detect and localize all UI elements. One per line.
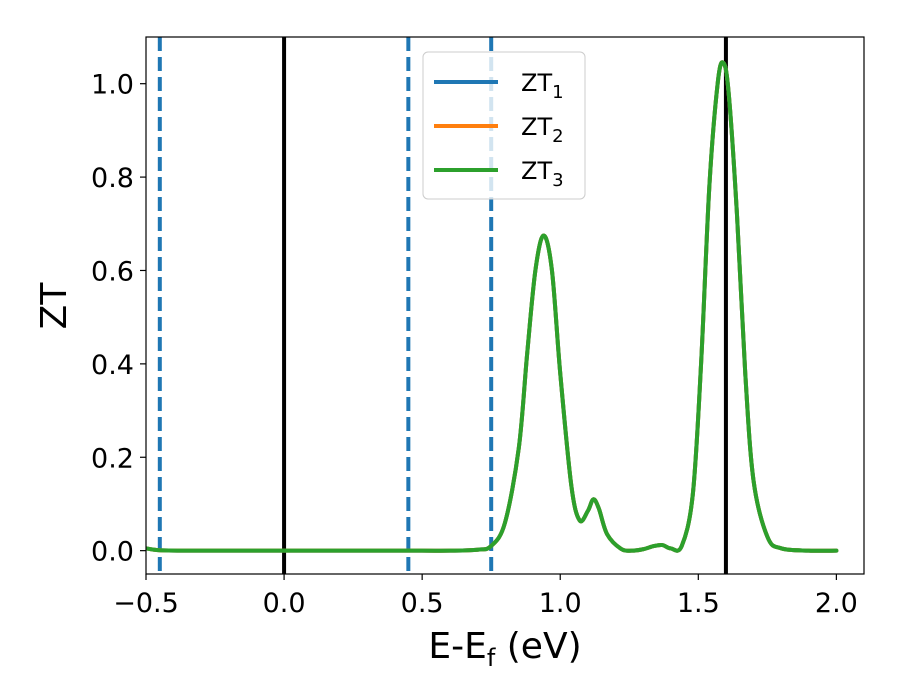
x-tick-label-4: 1.5 — [677, 588, 720, 619]
series-line-3 — [146, 60, 839, 553]
x-tick-label-0: −0.5 — [113, 588, 179, 619]
x-tick-label-1: 0.0 — [263, 588, 306, 619]
x-tick-label-2: 0.5 — [401, 588, 444, 619]
y-tick-label-2: 0.4 — [91, 350, 134, 381]
legend-label-2: ZT2 — [521, 113, 564, 147]
legend: ZT1 ZT2 ZT3 — [422, 51, 586, 200]
y-tick-label-0: 0.0 — [91, 537, 134, 568]
x-tick-label-3: 1.0 — [539, 588, 582, 619]
y-tick-label-4: 0.8 — [91, 163, 134, 194]
y-axis: 0.0 0.2 0.4 0.6 0.8 1.0 — [91, 70, 146, 568]
x-tick-label-5: 2.0 — [815, 588, 858, 619]
y-axis-title: ZT — [34, 282, 75, 330]
plot-frame — [145, 36, 865, 575]
y-tick-label-3: 0.6 — [91, 256, 134, 287]
y-tick-label-5: 1.0 — [91, 70, 134, 101]
y-tick-label-1: 0.2 — [91, 443, 134, 474]
legend-label-1: ZT1 — [521, 69, 564, 103]
series-lines — [146, 60, 839, 553]
legend-box — [422, 51, 586, 200]
x-axis: −0.5 0.0 0.5 1.0 1.5 2.0 — [113, 574, 858, 619]
legend-label-3: ZT3 — [521, 157, 564, 191]
x-axis-title: E-Ef (eV) — [428, 626, 581, 672]
